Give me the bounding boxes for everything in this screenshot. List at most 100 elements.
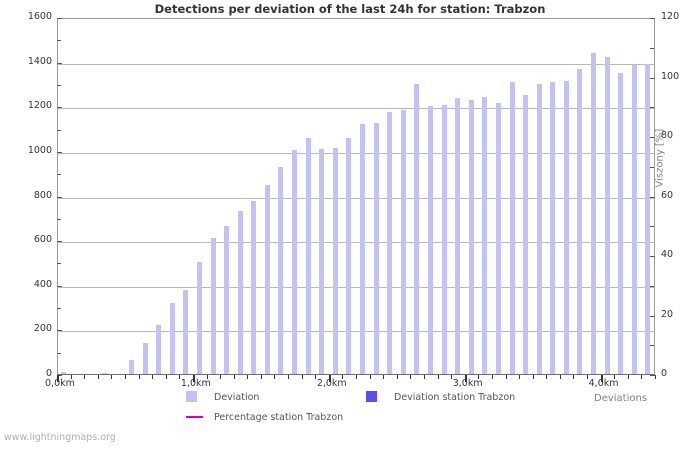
y-axis-label-right: 80 — [661, 130, 674, 141]
bar — [618, 72, 624, 374]
x-axis-minor-tick — [301, 375, 303, 379]
x-axis-minor-tick — [655, 375, 656, 379]
y-axis-label-right: 60 — [661, 189, 674, 201]
y-axis-minor-tick-left — [57, 308, 61, 310]
legend-color-swatch — [366, 391, 377, 402]
x-axis-minor-tick — [491, 375, 493, 379]
gridline — [58, 197, 654, 199]
bar — [251, 201, 257, 374]
y-axis-minor-tick-left — [57, 263, 61, 265]
y-axis-label-right: 0 — [661, 368, 668, 379]
y-axis-tick-left — [57, 285, 62, 287]
x-axis-label: 4,0km — [588, 378, 619, 389]
x-axis-minor-tick — [288, 375, 290, 379]
x-axis-minor-tick — [587, 375, 589, 379]
bar — [400, 109, 406, 374]
x-axis-minor-tick — [614, 375, 616, 379]
y-axis-tick-right — [650, 256, 655, 257]
y-axis-minor-tick-right — [650, 107, 654, 109]
bar — [482, 97, 488, 374]
bar — [332, 147, 338, 374]
x-axis-minor-tick — [220, 375, 222, 379]
x-axis-minor-tick — [532, 375, 534, 379]
y-axis-label-left: 200 — [33, 323, 52, 335]
x-axis-minor-tick — [410, 375, 412, 379]
bar — [645, 63, 651, 374]
bar — [237, 211, 243, 374]
x-axis-minor-tick — [627, 375, 629, 379]
legend-label: Deviation — [214, 392, 260, 403]
bar — [550, 81, 556, 374]
x-axis-label: 2,0km — [316, 378, 347, 389]
bar — [196, 262, 202, 374]
bar — [387, 111, 393, 374]
y-axis-tick-right — [650, 315, 655, 317]
x-axis-minor-tick — [505, 375, 507, 379]
bar — [128, 359, 134, 374]
gridline — [58, 286, 654, 288]
y-axis-label-right: 20 — [661, 308, 674, 320]
y-axis-minor-tick-left — [57, 174, 61, 176]
bar — [427, 106, 433, 374]
y-axis-minor-tick-right — [650, 47, 654, 49]
x-axis-label: 1,0km — [180, 378, 211, 389]
y-axis-label-left: 1400 — [27, 55, 52, 67]
legend-color-swatch — [186, 391, 197, 402]
x-axis-title: Deviations — [594, 393, 648, 404]
y-axis-minor-tick-right — [650, 345, 654, 347]
y-axis-tick-left — [57, 241, 62, 243]
x-axis-minor-tick — [342, 375, 344, 379]
bar — [563, 80, 569, 374]
y-axis-tick-left — [57, 18, 62, 19]
bar — [523, 95, 529, 374]
bar — [224, 225, 230, 374]
x-axis-minor-tick — [138, 375, 140, 379]
x-axis-minor-tick — [124, 375, 126, 379]
y-axis-label-right: 120 — [661, 11, 680, 22]
x-axis-minor-tick — [356, 375, 357, 379]
bar — [536, 83, 542, 374]
x-axis-major-tick — [328, 375, 331, 382]
x-axis-minor-tick — [247, 375, 249, 379]
y-axis-label-left: 0 — [45, 368, 52, 379]
gridline — [58, 242, 654, 244]
y-axis-label-left: 600 — [33, 234, 52, 246]
gridline — [58, 63, 654, 65]
x-axis-major-tick — [600, 375, 603, 382]
y-axis-tick-left — [57, 330, 62, 332]
y-axis-tick-right — [650, 77, 655, 79]
bar — [305, 137, 311, 374]
bar — [631, 64, 637, 374]
y-axis-label-left: 1000 — [27, 144, 52, 156]
x-axis-minor-tick — [573, 375, 575, 379]
y-axis-minor-tick-right — [650, 285, 654, 287]
x-axis-minor-tick — [260, 375, 262, 379]
y-axis-tick-left — [57, 62, 62, 64]
y-axis-tick-right — [650, 375, 655, 376]
y-axis-label-left: 400 — [33, 278, 52, 290]
y-axis-tick-right — [650, 18, 655, 19]
y-axis-minor-tick-right — [650, 226, 654, 228]
x-axis-minor-tick — [233, 375, 235, 379]
y-axis-tick-left — [57, 151, 62, 153]
x-axis-label: 3,0km — [452, 378, 483, 389]
x-axis-minor-tick — [152, 375, 154, 379]
chart-legend: Deviation Deviation station Trabzon Percen… — [0, 391, 700, 431]
y-axis-label-right: 100 — [661, 70, 680, 82]
x-axis-label: 0,0km — [45, 378, 75, 389]
bar — [373, 122, 379, 374]
bar — [169, 302, 175, 374]
y-axis-minor-tick-left — [57, 40, 61, 42]
bar — [414, 83, 420, 374]
legend-label: Deviation station Trabzon — [394, 392, 516, 403]
x-axis-minor-tick — [111, 375, 113, 379]
bar — [61, 371, 66, 374]
bar — [278, 166, 284, 374]
x-axis-minor-tick — [206, 375, 208, 379]
x-axis-minor-tick — [70, 375, 72, 379]
bar — [468, 99, 474, 374]
bar — [292, 149, 298, 374]
bar — [183, 290, 189, 374]
x-axis-minor-tick — [451, 375, 453, 379]
